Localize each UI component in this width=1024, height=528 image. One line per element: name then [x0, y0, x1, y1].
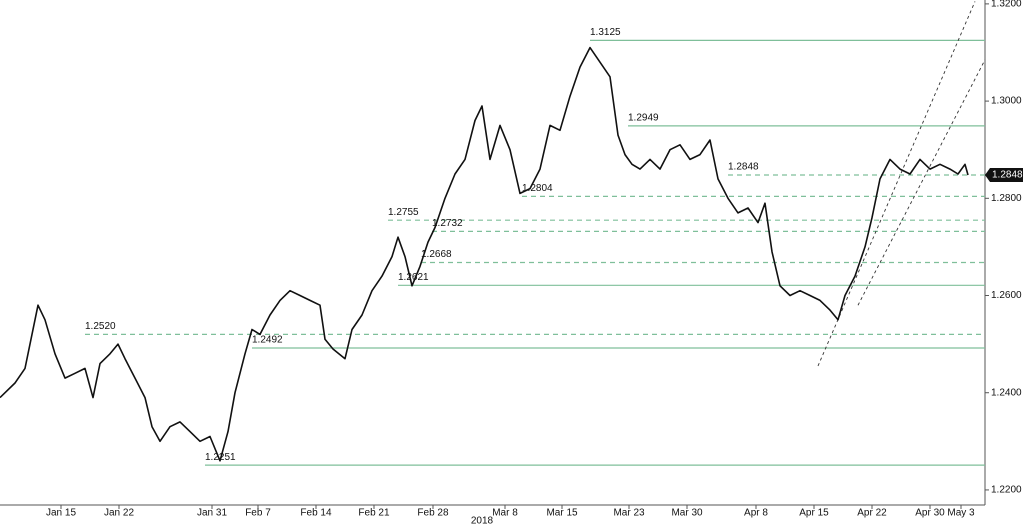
level-label: 1.2668 — [421, 249, 452, 260]
x-tick-label: Feb 7 — [245, 508, 271, 519]
y-tick-label: 1.2800 — [991, 193, 1022, 204]
y-tick-label: 1.3200 — [991, 0, 1022, 10]
last-value-marker — [985, 167, 1023, 182]
x-tick-label: Feb 14 — [300, 508, 332, 519]
trendline — [817, 1, 976, 367]
level-label: 1.2848 — [728, 162, 759, 173]
y-tick-label: 1.3000 — [991, 96, 1022, 107]
x-tick-label: Feb 28 — [417, 508, 449, 519]
level-label: 1.2755 — [388, 207, 419, 218]
x-tick-label: Apr 8 — [744, 508, 768, 519]
x-tick-label: Jan 31 — [197, 508, 227, 519]
x-tick-label: Apr 22 — [857, 508, 887, 519]
level-label: 1.2732 — [432, 218, 463, 229]
x-tick-label: May 3 — [947, 508, 975, 519]
year-label: 2018 — [471, 516, 494, 527]
level-label: 1.2492 — [252, 335, 283, 346]
x-tick-label: Mar 30 — [671, 508, 703, 519]
level-label: 1.2949 — [628, 113, 659, 124]
y-tick-label: 1.2400 — [991, 387, 1022, 398]
level-label: 1.2804 — [522, 183, 553, 194]
trendline — [857, 59, 986, 306]
level-label: 1.2621 — [398, 272, 429, 283]
x-tick-label: Apr 15 — [799, 508, 829, 519]
x-tick-label: Mar 15 — [546, 508, 578, 519]
price-line — [0, 46, 969, 462]
x-tick-label: Jan 15 — [46, 508, 76, 519]
level-label: 1.2520 — [85, 321, 116, 332]
x-tick-label: Mar 23 — [613, 508, 645, 519]
level-label: 1.3125 — [590, 27, 621, 38]
x-tick-label: Jan 22 — [104, 508, 134, 519]
x-tick-label: Feb 21 — [358, 508, 390, 519]
y-tick-label: 1.2200 — [991, 485, 1022, 496]
y-tick-label: 1.2600 — [991, 290, 1022, 301]
x-tick-label: Mar 8 — [492, 508, 518, 519]
last-value-label: 1.2848 — [992, 170, 1023, 181]
x-tick-label: Apr 30 — [915, 508, 945, 519]
